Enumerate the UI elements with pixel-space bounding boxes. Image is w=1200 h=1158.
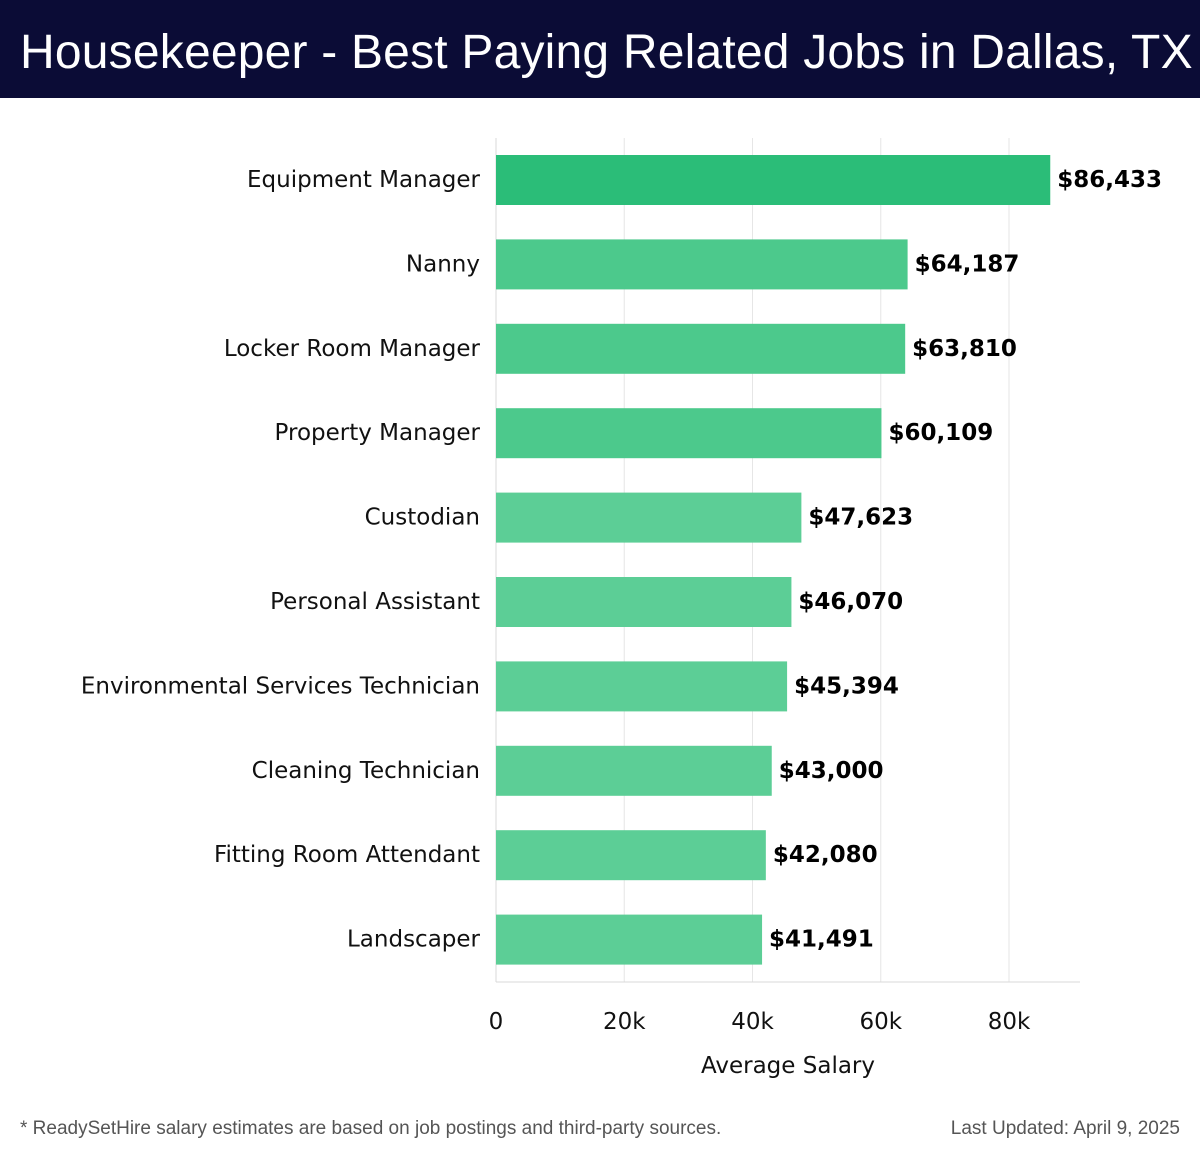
bar (496, 323, 906, 374)
value-label: $60,109 (888, 420, 993, 446)
value-label: $41,491 (769, 927, 874, 953)
category-label: Property Manager (275, 420, 481, 446)
value-label: $43,000 (779, 758, 884, 784)
x-tick-label: 80k (988, 1009, 1031, 1035)
category-label: Nanny (406, 251, 480, 277)
bar (496, 914, 763, 965)
bar (496, 745, 772, 796)
bar (496, 830, 766, 881)
category-label: Landscaper (347, 927, 481, 953)
footnote: * ReadySetHire salary estimates are base… (20, 1118, 722, 1139)
x-tick-label: 20k (603, 1009, 646, 1035)
category-label: Environmental Services Technician (81, 673, 480, 699)
value-label: $86,433 (1057, 167, 1162, 193)
value-label: $46,070 (798, 589, 903, 615)
bar (496, 155, 1051, 205)
category-label: Cleaning Technician (252, 758, 480, 784)
category-label: Fitting Room Attendant (214, 842, 480, 868)
last-updated: Last Updated: April 9, 2025 (950, 1118, 1180, 1139)
category-label: Personal Assistant (270, 589, 480, 615)
x-tick-label: 40k (731, 1009, 774, 1035)
value-label: $47,623 (808, 505, 913, 531)
x-axis-title: Average Salary (701, 1053, 875, 1079)
header-bar: Housekeeper - Best Paying Related Jobs i… (0, 0, 1200, 98)
bar (496, 239, 908, 290)
bar (496, 492, 802, 543)
x-tick-label: 60k (859, 1009, 902, 1035)
category-label: Custodian (365, 505, 480, 531)
category-label: Locker Room Manager (224, 336, 481, 362)
value-label: $63,810 (912, 336, 1017, 362)
category-label: Equipment Manager (247, 167, 481, 193)
bar (496, 408, 882, 459)
value-label: $64,187 (915, 251, 1020, 277)
page-title: Housekeeper - Best Paying Related Jobs i… (20, 26, 1193, 79)
bar (496, 661, 788, 712)
bar (496, 577, 792, 627)
value-label: $45,394 (794, 673, 899, 699)
value-label: $42,080 (773, 842, 878, 868)
x-tick-label: 0 (489, 1009, 504, 1035)
